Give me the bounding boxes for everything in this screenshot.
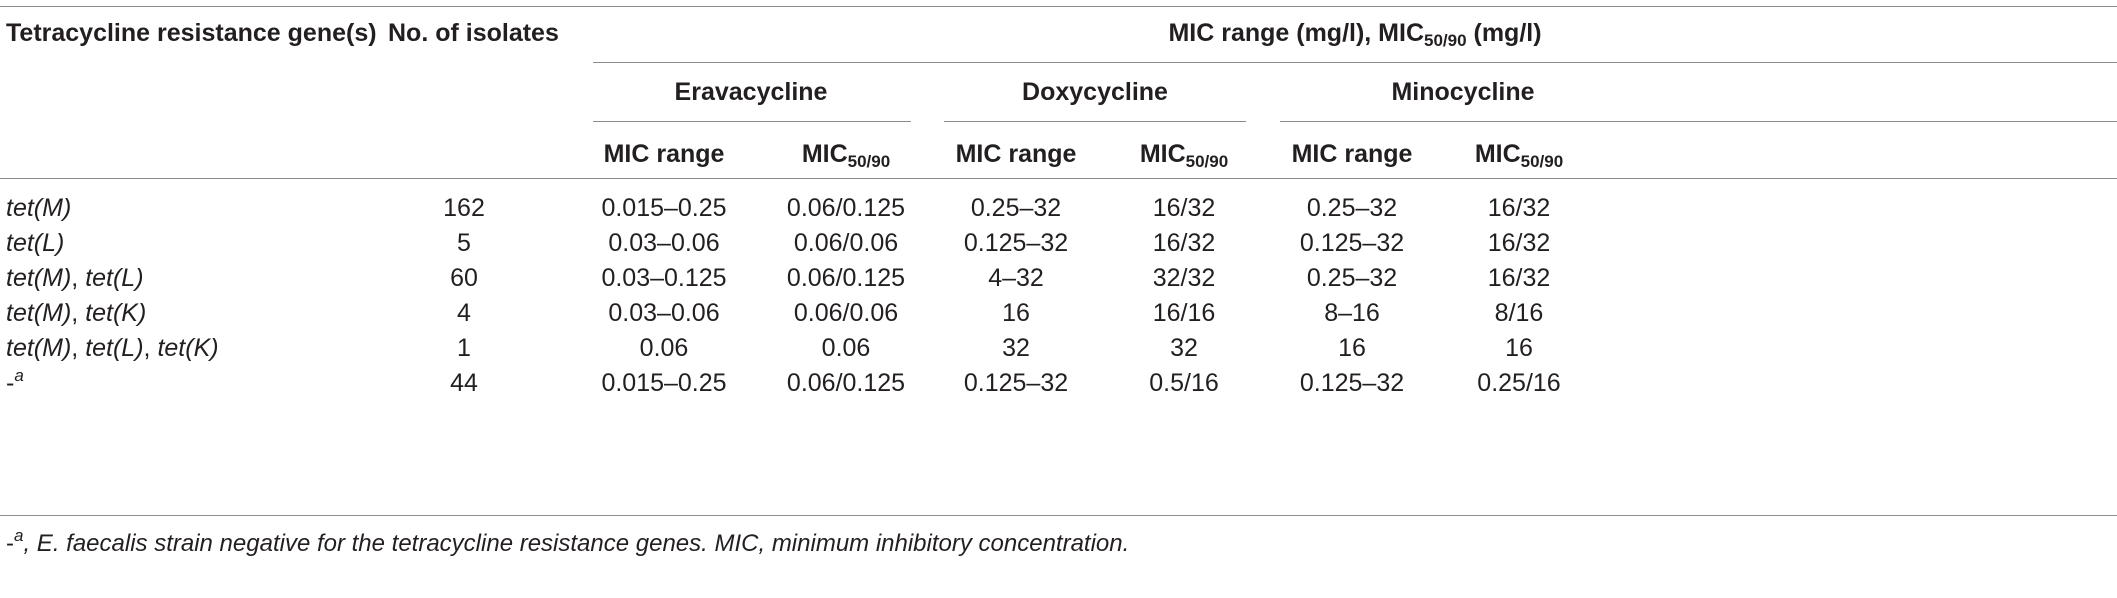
header-mic-group-sub: 50/90 (1424, 31, 1467, 50)
row-3-gene-part-0: tet(M) (6, 299, 72, 327)
header-mino-mic: MIC50/90 (1474, 140, 1564, 171)
row-2-doxy-range: 4–32 (988, 264, 1044, 292)
row-5-era-mic: 0.06/0.125 (786, 369, 906, 397)
header-mino-mic-text: MIC (1474, 140, 1521, 168)
row-5-gene-part-0: - (6, 369, 15, 397)
header-doxy-mic-text: MIC (1139, 140, 1186, 168)
row-4-era-mic: 0.06 (821, 334, 871, 362)
row-3-isolates: 4 (457, 299, 471, 327)
mic-group-rule (593, 62, 2117, 63)
row-3-gene-part-2: tet(K) (85, 299, 147, 327)
row-3-mino-range: 8–16 (1324, 299, 1380, 327)
row-2-gene-part-2: tet(L) (85, 264, 144, 292)
row-4-gene: tet(M), tet(L), tet(K) (6, 334, 219, 363)
row-2-gene-part-1: , (71, 264, 86, 292)
header-bottom-rule (0, 178, 2117, 179)
row-0-mino-range: 0.25–32 (1306, 194, 1398, 222)
row-0-gene-part-0: tet(M) (6, 194, 72, 222)
row-2-isolates: 60 (450, 264, 478, 292)
row-1-mino-mic: 16/32 (1487, 229, 1551, 257)
header-mic-group-tail: (mg/l) (1466, 19, 1542, 47)
row-1-doxy-range: 0.125–32 (963, 229, 1069, 257)
row-4-gene-part-1: , (71, 334, 86, 362)
header-doxy-range: MIC range (955, 140, 1077, 168)
header-mino-mic-sub: 50/90 (1520, 152, 1564, 171)
row-2-era-mic: 0.06/0.125 (786, 264, 906, 292)
footnote-sup: a (14, 526, 24, 545)
row-4-mino-mic: 16 (1505, 334, 1533, 362)
row-3-era-range: 0.03–0.06 (608, 299, 720, 327)
row-1-era-range: 0.03–0.06 (608, 229, 720, 257)
row-4-isolates: 1 (457, 334, 471, 362)
row-2-era-range: 0.03–0.125 (601, 264, 727, 292)
header-era-mic: MIC50/90 (801, 140, 891, 171)
minocycline-rule (1280, 121, 2117, 122)
row-0-mino-mic: 16/32 (1487, 194, 1551, 222)
row-4-gene-part-4: tet(K) (157, 334, 219, 362)
footnote-text: , E. faecalis strain negative for the te… (23, 530, 1130, 557)
row-2-mino-range: 0.25–32 (1306, 264, 1398, 292)
row-0-era-mic: 0.06/0.125 (786, 194, 906, 222)
row-5-isolates: 44 (450, 369, 478, 397)
row-2-gene-part-0: tet(M) (6, 264, 72, 292)
row-4-mino-range: 16 (1338, 334, 1366, 362)
row-0-gene: tet(M) (6, 194, 71, 223)
row-3-doxy-mic: 16/16 (1152, 299, 1216, 327)
row-1-era-mic: 0.06/0.06 (793, 229, 899, 257)
header-mic-group-text: MIC range (mg/l), MIC (1168, 19, 1425, 47)
row-4-doxy-range: 32 (1002, 334, 1030, 362)
row-3-gene-part-1: , (71, 299, 86, 327)
row-3-mino-mic: 8/16 (1494, 299, 1544, 327)
row-0-era-range: 0.015–0.25 (601, 194, 727, 222)
header-mic-group: MIC range (mg/l), MIC50/90 (mg/l) (1168, 19, 1542, 50)
row-5-gene: -a (6, 366, 24, 398)
row-1-isolates: 5 (457, 229, 471, 257)
row-3-era-mic: 0.06/0.06 (793, 299, 899, 327)
header-doxy-mic-sub: 50/90 (1185, 152, 1229, 171)
row-5-mino-range: 0.125–32 (1299, 369, 1405, 397)
row-0-doxy-range: 0.25–32 (970, 194, 1062, 222)
row-5-doxy-range: 0.125–32 (963, 369, 1069, 397)
header-doxy-mic: MIC50/90 (1139, 140, 1229, 171)
header-era-range: MIC range (603, 140, 725, 168)
row-4-era-range: 0.06 (639, 334, 689, 362)
row-4-doxy-mic: 32 (1170, 334, 1198, 362)
header-era-mic-text: MIC (801, 140, 848, 168)
row-4-gene-part-3: , (143, 334, 158, 362)
row-3-doxy-range: 16 (1002, 299, 1030, 327)
row-3-gene: tet(M), tet(K) (6, 299, 146, 328)
footnote-dash: - (6, 530, 14, 557)
row-0-doxy-mic: 16/32 (1152, 194, 1216, 222)
row-1-gene: tet(L) (6, 229, 64, 258)
row-0-isolates: 162 (443, 194, 485, 222)
row-1-gene-part-0: tet(L) (6, 229, 65, 257)
row-5-mino-mic: 0.25/16 (1477, 369, 1561, 397)
header-eravacycline: Eravacycline (674, 78, 828, 106)
row-4-gene-part-2: tet(L) (85, 334, 144, 362)
row-5-era-range: 0.015–0.25 (601, 369, 727, 397)
row-4-gene-part-0: tet(M) (6, 334, 72, 362)
row-1-mino-range: 0.125–32 (1299, 229, 1405, 257)
header-mino-range: MIC range (1291, 140, 1413, 168)
row-5-doxy-mic: 0.5/16 (1149, 369, 1219, 397)
row-2-mino-mic: 16/32 (1487, 264, 1551, 292)
table-bottom-rule (0, 515, 2117, 516)
row-5-gene-part-1: a (14, 366, 24, 385)
header-doxycycline: Doxycycline (1022, 78, 1168, 106)
doxycycline-rule (944, 121, 1246, 122)
row-1-doxy-mic: 16/32 (1152, 229, 1216, 257)
row-2-gene: tet(M), tet(L) (6, 264, 144, 293)
header-era-mic-sub: 50/90 (847, 152, 891, 171)
header-minocycline: Minocycline (1391, 78, 1535, 106)
header-gene: Tetracycline resistance gene(s) (6, 19, 377, 47)
row-2-doxy-mic: 32/32 (1152, 264, 1216, 292)
eravacycline-rule (593, 121, 911, 122)
header-isolates: No. of isolates (388, 19, 559, 47)
footnote: -a, E. faecalis strain negative for the … (6, 527, 1130, 558)
table-top-rule (0, 6, 2117, 7)
